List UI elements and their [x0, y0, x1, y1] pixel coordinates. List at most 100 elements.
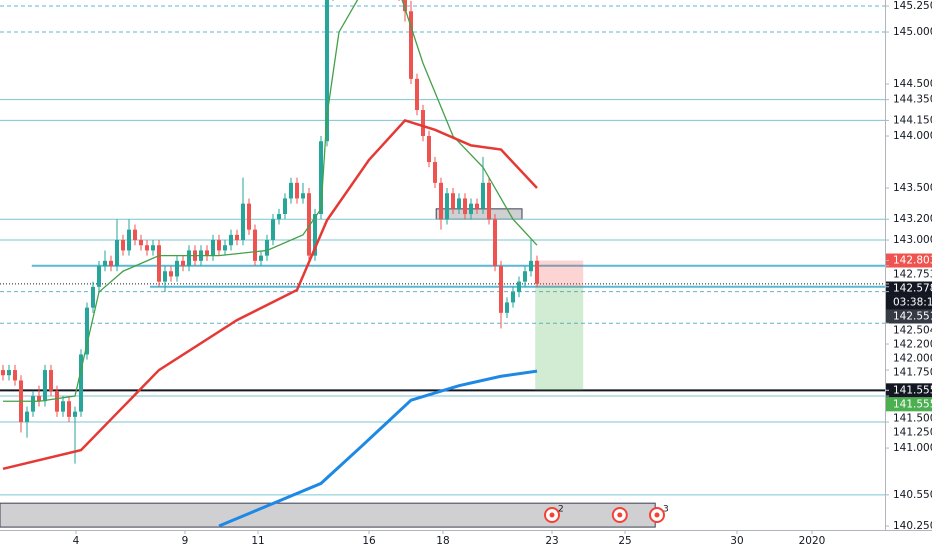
candle-body	[223, 245, 227, 251]
candle-body	[103, 260, 107, 267]
time-label: 16	[362, 535, 376, 547]
candle-body	[217, 240, 221, 251]
candle-body	[241, 203, 245, 241]
price-label: 143.500	[893, 182, 932, 194]
candle-body	[409, 11, 413, 79]
candle-body	[487, 182, 491, 220]
candle-body	[175, 260, 179, 277]
candle-body	[121, 240, 125, 251]
candle-body	[1, 370, 5, 376]
candle-body	[139, 240, 143, 246]
candle-body	[169, 271, 173, 277]
price-badge-label: 141.555	[893, 398, 932, 410]
candle-body	[421, 110, 425, 137]
candle-body	[25, 411, 29, 423]
candle-body	[181, 260, 185, 267]
time-label: 9	[182, 535, 189, 547]
zone	[435, 208, 523, 220]
candle-body	[481, 182, 485, 209]
candle-body	[163, 271, 167, 282]
price-label: 140.550	[893, 489, 932, 501]
position-reward	[535, 286, 584, 391]
event-dot	[617, 512, 623, 518]
candle-body	[55, 390, 59, 412]
candle-body	[415, 78, 419, 111]
price-badge-label: 142.551	[893, 311, 932, 323]
candle-body	[325, 0, 329, 142]
candle-body	[67, 401, 71, 417]
event-dot	[549, 512, 555, 518]
candle-body	[13, 370, 17, 381]
candle-body	[271, 219, 275, 241]
candle-body	[85, 307, 89, 355]
time-label: 11	[251, 535, 264, 547]
price-badge	[886, 383, 932, 398]
candle-body	[115, 240, 119, 267]
candle-body	[469, 203, 473, 215]
price-label: 140.250	[893, 520, 932, 532]
candle-body	[73, 411, 77, 417]
candle-body	[511, 292, 515, 303]
candle-body	[289, 182, 293, 199]
axes: 23145.250145.000144.500144.350144.150144…	[73, 0, 932, 547]
time-label: 23	[545, 535, 558, 547]
candle-body	[259, 255, 263, 261]
candle-body	[529, 260, 533, 272]
candle-body	[427, 136, 431, 163]
price-badge-label: 142.578	[893, 283, 932, 295]
candle-body	[229, 234, 233, 246]
candle-body	[61, 401, 65, 412]
candle-body	[463, 198, 467, 215]
price-label: 145.000	[893, 26, 932, 38]
price-badge-label: 03:38:16	[893, 297, 932, 309]
candle-body	[457, 198, 461, 209]
price-label: 141.000	[893, 442, 932, 454]
price-label: 144.150	[893, 114, 932, 126]
price-label: 142.000	[893, 353, 932, 365]
candle-body	[493, 219, 497, 267]
event-dot	[654, 512, 660, 518]
candle-body	[319, 141, 323, 215]
candle-body	[505, 302, 509, 313]
candle-body	[499, 266, 503, 313]
candle-body	[301, 193, 305, 199]
candle-body	[7, 370, 11, 376]
candle-body	[49, 370, 53, 391]
time-label: 2020	[799, 535, 826, 547]
candle-body	[283, 198, 287, 215]
price-badge	[886, 253, 932, 268]
event-count: 2	[558, 505, 564, 515]
position-risk	[535, 260, 584, 287]
event-count: 3	[663, 505, 669, 515]
candle-body	[475, 203, 479, 209]
candle-body	[523, 271, 527, 282]
candle-body	[307, 193, 311, 256]
price-badge	[886, 281, 932, 296]
candle-body	[151, 245, 155, 251]
moving-average	[3, 0, 538, 402]
price-badge-label: 142.803	[893, 255, 932, 267]
price-label: 142.200	[893, 339, 932, 351]
moving-average	[2, 119, 538, 471]
price-label: 141.750	[893, 367, 932, 379]
candle-body	[133, 229, 137, 241]
candle-body	[277, 214, 281, 220]
candle-body	[37, 396, 41, 402]
price-label: 144.500	[893, 78, 932, 90]
price-label: 145.250	[893, 0, 932, 12]
candle-body	[91, 286, 95, 308]
price-badge	[886, 397, 932, 412]
price-label: 144.000	[893, 130, 932, 142]
candle-body	[439, 182, 443, 220]
candle-body	[157, 245, 161, 282]
price-label: 144.350	[893, 94, 932, 106]
candle-body	[313, 214, 317, 256]
candle-body	[97, 266, 101, 287]
candle-body	[235, 234, 239, 241]
candle-body	[253, 229, 257, 261]
candle-body	[247, 203, 251, 230]
price-label: 143.000	[893, 234, 932, 246]
price-label: 141.250	[893, 426, 932, 438]
